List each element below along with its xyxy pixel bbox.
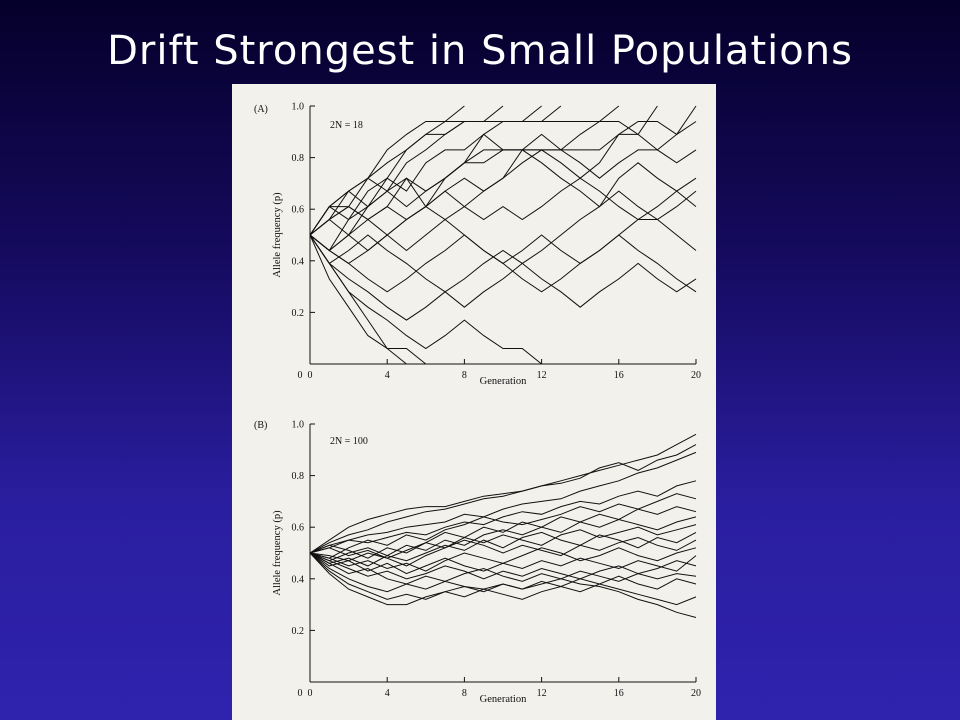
panel-b-series-line <box>309 547 697 572</box>
panel-b-annotation: 2N = 100 <box>330 436 368 447</box>
panel-a-series-line <box>309 234 697 321</box>
figure-page: 0.2 0.4 0.6 0.8 1.0 0 4 8 12 16 20 0 Generation Allel… <box>232 84 716 720</box>
panel-b-series-line <box>309 536 697 567</box>
panel-b-series-line <box>309 516 697 562</box>
panel-a-label: (A) <box>254 104 268 115</box>
panel-a-series-line <box>309 190 697 265</box>
panel-a-y-tick-label: 0.4 <box>292 256 305 267</box>
panel-b-x-tick-label: 0 <box>308 688 313 699</box>
panel-a-annotation: 2N = 18 <box>330 120 363 131</box>
panel-a-y-tick-label: 1.0 <box>292 102 305 113</box>
panel-a-series-line <box>309 190 697 308</box>
panel-a-origin-label: 0 <box>298 370 303 381</box>
panel-b-series-line <box>309 524 697 562</box>
panel-b-series-line <box>309 493 697 559</box>
panel-b-x-tick-label: 20 <box>691 688 701 699</box>
slide-title: Drift Strongest in Small Populations <box>107 28 853 74</box>
panel-a-x-tick-label: 12 <box>537 370 547 381</box>
panel-a-x-tick-label: 20 <box>691 370 701 381</box>
panel-a-x-tick-label: 16 <box>614 370 624 381</box>
panel-b-x-axis-title: Generation <box>480 694 527 705</box>
panel-b-series-line <box>309 552 697 585</box>
panel-b-label: (B) <box>254 420 267 431</box>
panel-a-y-tick-label: 0.2 <box>292 308 305 319</box>
figure-svg: 0.2 0.4 0.6 0.8 1.0 0 4 8 12 16 20 0 Generation Allel… <box>254 102 701 706</box>
panel-a-x-tick-label: 0 <box>308 370 313 381</box>
panel-b-y-tick-label: 0.4 <box>292 574 305 585</box>
panel-a-y-axis-title: Allele frequency (p) <box>272 192 283 278</box>
panel-a-series-line <box>309 177 697 265</box>
panel-b-series-line <box>309 552 697 593</box>
panel-b-series-line <box>309 451 697 554</box>
panel-b-series-line <box>309 531 697 567</box>
panel-a-series-line <box>309 234 427 365</box>
panel-b-y-tick-label: 0.6 <box>292 523 305 534</box>
panel-a-series-line <box>309 234 697 293</box>
panel-a-series-line <box>309 234 542 365</box>
panel-b-y-tick-label: 0.2 <box>292 626 305 637</box>
panel-b-series-line <box>309 433 697 554</box>
panel-a-series-line <box>309 105 620 236</box>
panel-a-series-line <box>309 105 697 236</box>
panel-b-series-line <box>309 552 697 618</box>
panel-b-y-tick-label: 0.8 <box>292 471 305 482</box>
panel-b-series-line <box>309 552 697 575</box>
panel-a-x-axis-title: Generation <box>480 376 527 387</box>
panel-a-series-line <box>309 105 658 252</box>
panel-b-x-tick-label: 8 <box>462 688 467 699</box>
panel-b-x-tick-label: 4 <box>385 688 390 699</box>
panel-b-series-line <box>309 480 697 554</box>
panel-b-x-tick-label: 16 <box>614 688 624 699</box>
panel-a-series-line <box>309 234 407 365</box>
panel-b-origin-label: 0 <box>298 688 303 699</box>
panel-b-series-line <box>309 552 697 606</box>
panel-b-series-line <box>309 552 697 580</box>
panel-a-x-tick-label: 8 <box>462 370 467 381</box>
panel-a-y-tick-label: 0.6 <box>292 205 305 216</box>
panel-a-series-line <box>309 121 697 252</box>
panel-a-y-tick-label: 0.8 <box>292 153 305 164</box>
panel-a-series-line <box>309 133 697 252</box>
panel-b-x-tick-label: 12 <box>537 688 547 699</box>
panel-a-series-line <box>309 149 697 236</box>
panel-b-y-axis-title: Allele frequency (p) <box>272 510 283 596</box>
panel-a-x-tick-label: 4 <box>385 370 390 381</box>
panel-b-y-tick-label: 1.0 <box>292 420 305 431</box>
panel-b-series-line <box>309 444 697 554</box>
